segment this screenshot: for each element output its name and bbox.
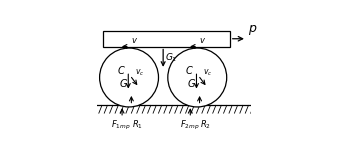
Text: v: v [199, 36, 205, 45]
Text: C: C [185, 66, 192, 75]
Text: $R_{1}$: $R_{1}$ [132, 119, 143, 131]
Text: p: p [248, 22, 255, 35]
Text: $v_c$: $v_c$ [203, 68, 213, 78]
Text: G: G [187, 79, 195, 89]
Text: $F_{1 mp}$: $F_{1 mp}$ [111, 119, 131, 132]
Text: G: G [119, 79, 127, 89]
Text: $G_1$: $G_1$ [166, 52, 178, 64]
Text: $v_c$: $v_c$ [135, 68, 144, 78]
Circle shape [100, 48, 158, 107]
Text: C: C [117, 66, 124, 75]
Text: v: v [132, 36, 136, 45]
Circle shape [168, 48, 227, 107]
Bar [103, 31, 230, 46]
Text: $F_{2 mp}$: $F_{2 mp}$ [180, 119, 199, 132]
Text: $R_{2}$: $R_{2}$ [200, 119, 211, 131]
